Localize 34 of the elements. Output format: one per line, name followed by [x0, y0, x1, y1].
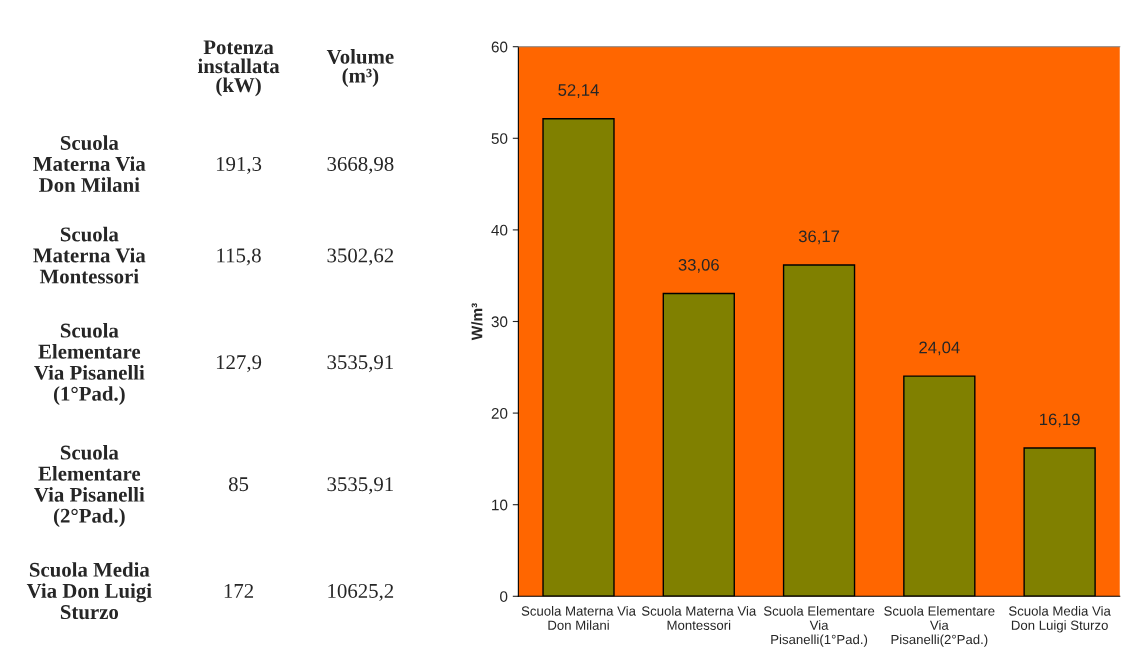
x-tick-label: Scuola Materna Via Montessori: [641, 606, 757, 630]
category-label: Scuola Materna Via Don Milani: [33, 135, 146, 193]
category-label: Scuola Elementare Via Pisanelli (2°Pad.): [34, 444, 145, 528]
data-label: 16,19: [1040, 413, 1080, 428]
data-label: 3668,98: [327, 156, 394, 174]
y-tick-label: 50: [491, 133, 508, 144]
data-label: 3535,91: [327, 355, 393, 373]
x-tick-label: Scuola Media Via Don Luigi Sturzo: [1008, 606, 1111, 633]
data-label: 10625,2: [328, 583, 394, 601]
data-label: 3502,62: [327, 248, 394, 266]
data-label: 52,14: [558, 84, 599, 98]
data-label: 115,8: [217, 248, 261, 266]
category-label: Scuola Materna Via Montessori: [33, 226, 146, 284]
x-tick-label: Scuola Elementare Via Pisanelli(1°Pad.): [763, 606, 875, 647]
text: Volume (m³): [326, 49, 394, 87]
y-tick-label: 10: [492, 499, 508, 511]
data-label: 33,06: [678, 258, 719, 273]
y-tick-label: 30: [491, 316, 508, 328]
y-tick-label: 60: [491, 41, 508, 53]
data-label: 127,9: [216, 355, 262, 373]
x-tick-label: Scuola Elementare Via Pisanelli(2°Pad.): [884, 606, 995, 647]
data-label: 36,17: [798, 230, 840, 245]
text: Potenza installata (kW): [197, 40, 280, 97]
category-label: Scuola Elementare Via Pisanelli (1°Pad.): [34, 322, 145, 406]
y-axis-title: W/m³: [471, 303, 483, 341]
data-label: 172: [224, 583, 254, 598]
data-label: 24,04: [919, 341, 960, 356]
x-tick-label: Scuola Materna Via Don Milani: [521, 606, 636, 630]
data-label: 191,3: [216, 156, 262, 174]
y-tick-label: 20: [491, 407, 508, 419]
y-tick-label: 0: [500, 591, 508, 602]
y-tick-label: 40: [491, 224, 508, 236]
data-label: 85: [228, 477, 249, 492]
data-label: 3535,91: [327, 477, 393, 495]
